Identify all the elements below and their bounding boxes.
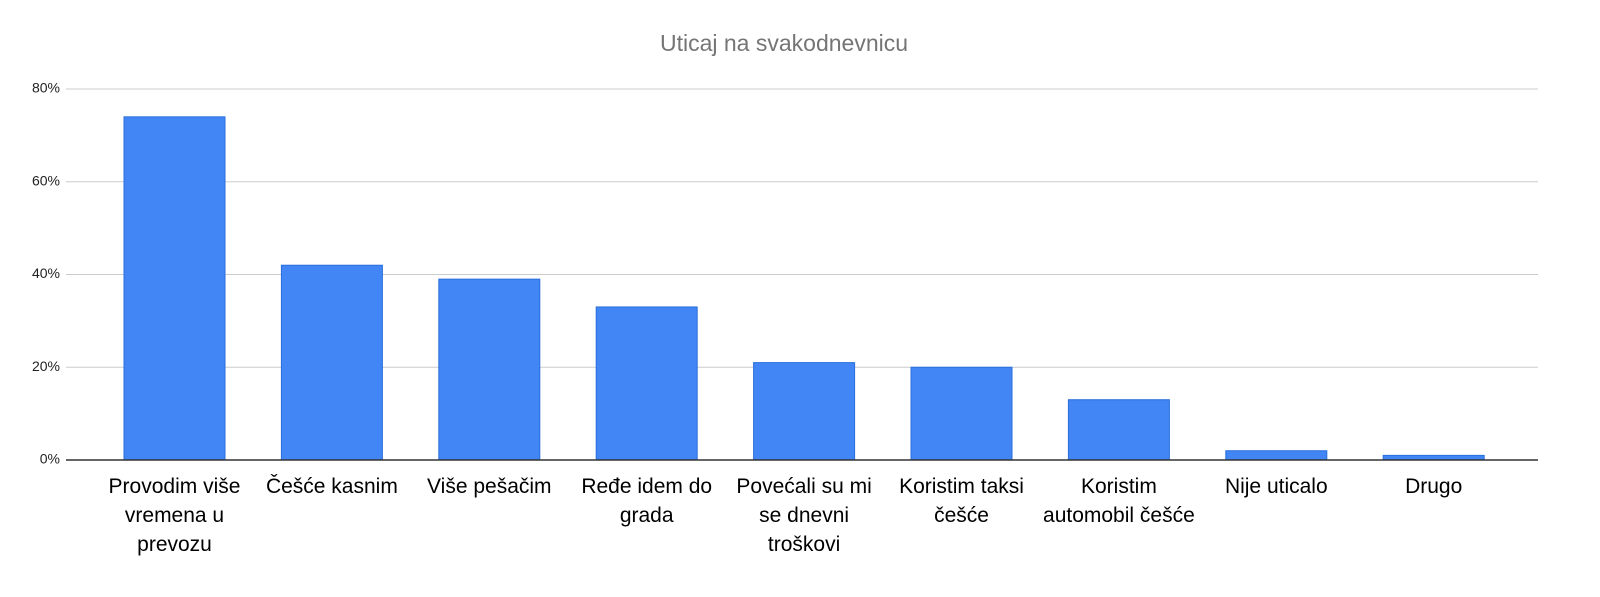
y-tick-label: 60% bbox=[32, 172, 60, 188]
y-tick-label: 40% bbox=[32, 265, 60, 281]
bar bbox=[753, 362, 856, 461]
bar bbox=[123, 116, 226, 461]
bar bbox=[280, 264, 383, 461]
bar bbox=[1067, 399, 1170, 461]
bar bbox=[595, 306, 698, 461]
bar bbox=[438, 278, 541, 461]
y-tick-label: 0% bbox=[40, 451, 60, 467]
x-tick-label: Više pešačim bbox=[427, 475, 552, 498]
x-tick-label: Provodim više vremena u prevozu bbox=[108, 475, 241, 556]
chart-title: Uticaj na svakodnevnicu bbox=[660, 30, 908, 56]
x-tick-label: Ređe idem do grada bbox=[581, 475, 713, 527]
x-tick-label: Povećali su mi se dnevni troškovi bbox=[736, 475, 872, 556]
bar bbox=[1225, 450, 1328, 461]
x-tick-label: Koristim automobil češće bbox=[1043, 475, 1195, 527]
y-tick-label: 80% bbox=[32, 80, 60, 96]
y-tick-label: 20% bbox=[32, 358, 60, 374]
x-tick-label: Koristim taksi češće bbox=[899, 475, 1024, 527]
x-tick-label: Češće kasnim bbox=[265, 475, 398, 498]
x-tick-label: Nije uticalo bbox=[1224, 475, 1328, 498]
bar bbox=[910, 366, 1013, 461]
x-tick-label: Drugo bbox=[1405, 475, 1463, 498]
